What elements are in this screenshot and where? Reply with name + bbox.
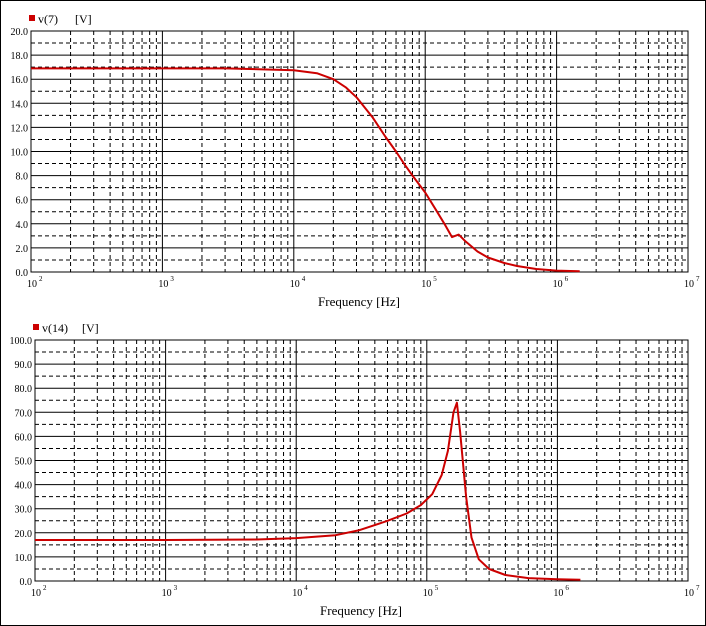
y-tick-label: 8.0	[16, 172, 29, 183]
x-tick-label: 10	[423, 588, 433, 599]
y-tick-label: 20.0	[11, 27, 29, 38]
x-tick-exponent: 3	[170, 275, 174, 283]
x-tick-label: 10	[31, 588, 41, 599]
legend-series-name: v(7)	[38, 12, 58, 26]
x-tick-exponent: 2	[43, 584, 47, 592]
series-layer	[35, 401, 581, 581]
x-tick-exponent: 4	[304, 584, 308, 592]
x-tick-label: 10	[292, 588, 302, 599]
y-tick-label: 0.0	[20, 577, 33, 588]
x-tick-label: 10	[684, 279, 694, 290]
y-tick-label: 80.0	[15, 384, 33, 395]
x-tick-exponent: 7	[696, 275, 700, 283]
y-tick-label: 100.0	[10, 336, 33, 347]
y-tick-label: 20.0	[15, 529, 33, 540]
y-axis-ticks: 0.0 2.0 4.0 6.0 8.0 10.0 12.0 14.0 16.0 18.0 20.0	[11, 27, 29, 279]
x-tick-label: 10	[553, 279, 563, 290]
x-tick-exponent: 2	[39, 275, 43, 283]
y-tick-label: 10.0	[11, 148, 29, 159]
x-tick-exponent: 6	[565, 275, 569, 283]
grid	[30, 30, 689, 273]
x-tick-label: 10	[421, 279, 431, 290]
x-tick-exponent: 7	[696, 584, 700, 592]
x-tick-exponent: 5	[435, 584, 439, 592]
grid	[34, 339, 689, 582]
y-tick-label: 70.0	[15, 408, 33, 419]
y-tick-label: 0.0	[16, 268, 29, 279]
y-tick-label: 90.0	[15, 360, 33, 371]
y-tick-label: 12.0	[11, 123, 29, 134]
chart-panel-v14: v(14) [V] 0.010.020.030.040.050.060.070.…	[10, 321, 701, 618]
y-tick-label: 50.0	[15, 457, 33, 468]
plot-area-border	[34, 339, 689, 582]
chart-panel-v7: v(7) [V] 0.0 2.0 4.0 6.0 8.0 10.0 12.0 14.0 16.0…	[11, 12, 701, 309]
x-tick-exponent: 3	[174, 584, 178, 592]
x-tick-label: 10	[290, 279, 300, 290]
series-line-v7	[31, 67, 580, 273]
plot-area-border	[30, 30, 689, 273]
x-axis-label: Frequency [Hz]	[318, 294, 400, 309]
y-tick-label: 4.0	[16, 220, 29, 231]
x-tick-label: 10	[553, 588, 563, 599]
x-tick-exponent: 6	[565, 584, 569, 592]
x-tick-label: 10	[162, 588, 172, 599]
series-line-v14	[35, 401, 581, 581]
y-axis-ticks: 0.0 10.0 20.0 30.0 40.0 50.0 60.0 70.0 80.0 90.0 1…	[10, 336, 33, 588]
legend-unit: [V]	[82, 321, 99, 335]
y-tick-label: 14.0	[11, 99, 29, 110]
legend-series-name: v(14)	[42, 321, 68, 335]
series-layer	[31, 67, 580, 273]
x-axis-ticks: 10 2 10 3 10 4 10 5 10 6 10 7	[27, 275, 700, 290]
y-tick-label: 6.0	[16, 196, 29, 207]
y-tick-label: 40.0	[15, 481, 33, 492]
y-tick-label: 18.0	[11, 51, 29, 62]
x-tick-exponent: 5	[433, 275, 437, 283]
x-tick-label: 10	[27, 279, 37, 290]
x-axis-label: Frequency [Hz]	[320, 603, 402, 618]
y-tick-label: 60.0	[15, 432, 33, 443]
y-tick-label: 2.0	[16, 244, 29, 255]
y-tick-label: 10.0	[15, 553, 33, 564]
y-tick-label: 16.0	[11, 75, 29, 86]
legend-marker	[29, 15, 35, 21]
x-axis-ticks: 10 2 10 3 10 4 10 5 10 6 10 7	[31, 584, 700, 599]
x-tick-label: 10	[684, 588, 694, 599]
x-tick-exponent: 4	[302, 275, 306, 283]
legend-marker	[33, 324, 39, 330]
y-tick-label: 30.0	[15, 505, 33, 516]
legend-unit: [V]	[75, 12, 92, 26]
x-tick-label: 10	[158, 279, 168, 290]
